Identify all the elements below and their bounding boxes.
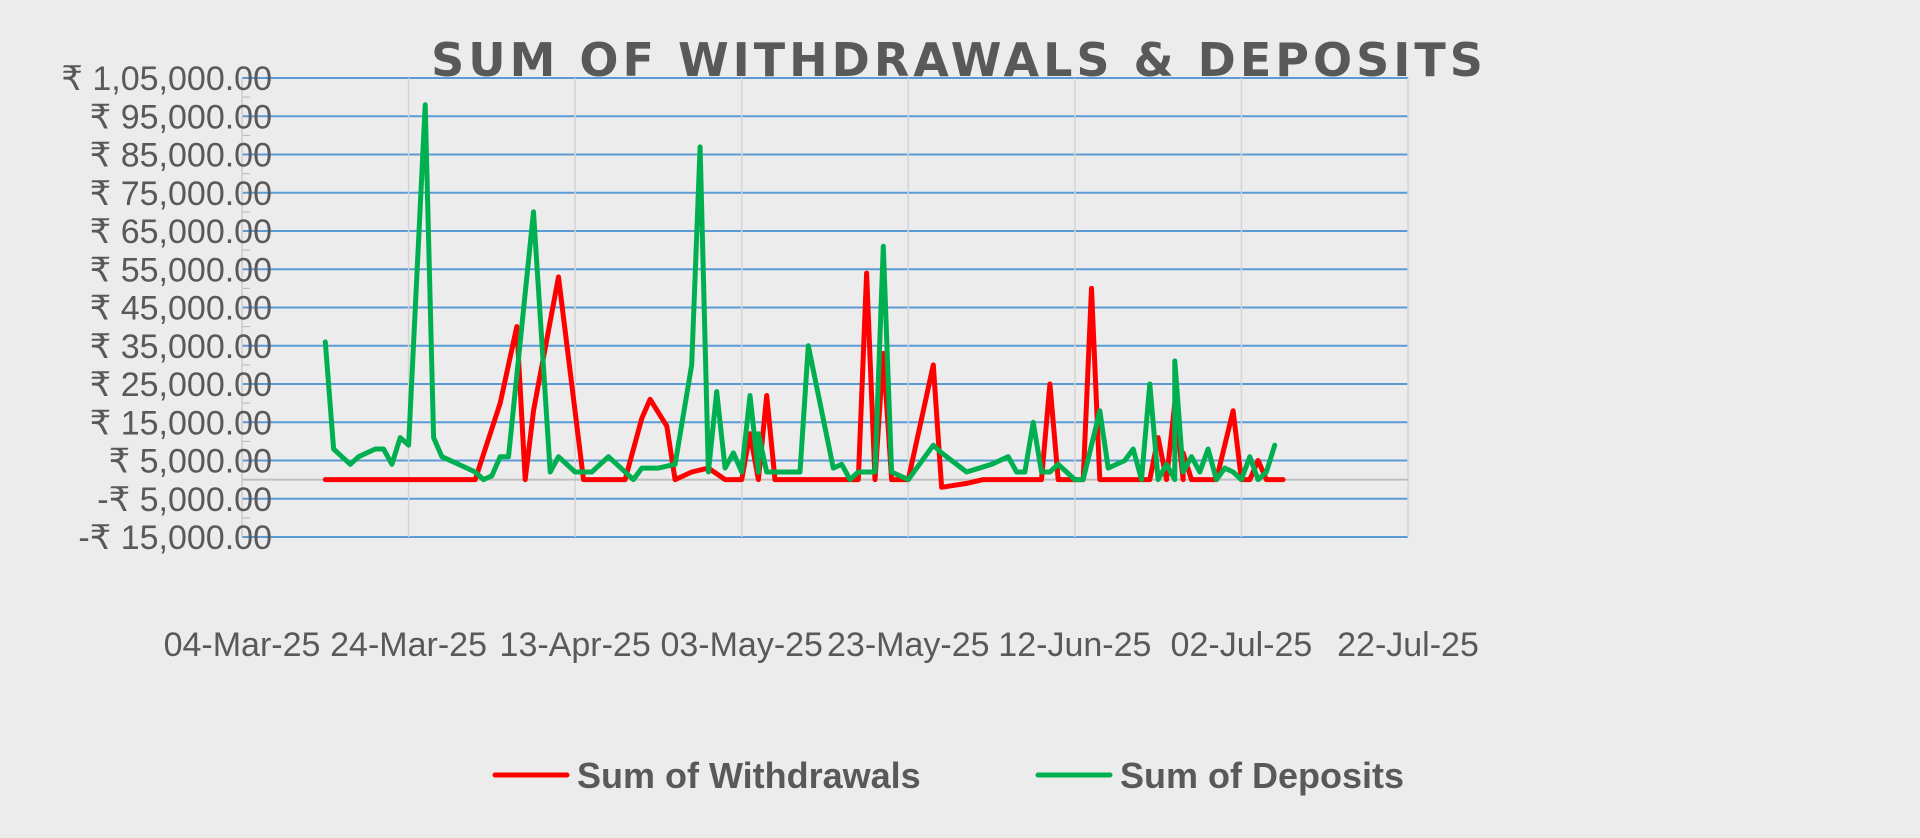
x-axis-tick-labels: 04-Mar-25 24-Mar-25 13-Apr-25 03-May-25 23-M… (164, 626, 1479, 664)
y-tick-label: ₹ 55,000.00 (90, 251, 272, 289)
x-tick-label: 24-Mar-25 (330, 626, 487, 664)
y-tick-label: ₹ 35,000.00 (90, 328, 272, 366)
x-tick-label: 12-Jun-25 (998, 626, 1151, 664)
legend: Sum of Withdrawals Sum of Deposits (492, 755, 1404, 796)
y-tick-label: ₹ 1,05,000.00 (61, 60, 272, 98)
x-tick-label: 04-Mar-25 (164, 626, 321, 664)
y-tick-label: ₹ 65,000.00 (90, 213, 272, 251)
series-lines (322, 102, 1286, 490)
x-tick-label: 22-Jul-25 (1337, 626, 1479, 664)
y-tick-label: ₹ 5,000.00 (109, 443, 272, 481)
x-tick-label: 03-May-25 (660, 626, 823, 664)
horizontal-gridlines (242, 77, 1408, 538)
y-tick-label: -₹ 5,000.00 (97, 481, 272, 519)
y-tick-label: ₹ 85,000.00 (90, 137, 272, 175)
x-tick-label: 13-Apr-25 (500, 626, 651, 664)
y-axis-tick-labels: -₹ 15,000.00-₹ 5,000.00₹ 5,000.00₹ 15,00… (61, 60, 272, 557)
y-tick-label: ₹ 15,000.00 (90, 404, 272, 442)
y-tick-label: ₹ 75,000.00 (90, 175, 272, 213)
series-line-deposits (322, 102, 1278, 483)
legend-withdrawals-label: Sum of Withdrawals (577, 755, 921, 796)
y-tick-label: ₹ 95,000.00 (90, 98, 272, 136)
y-tick-label: -₹ 15,000.00 (78, 519, 272, 557)
legend-deposits-label: Sum of Deposits (1120, 755, 1404, 796)
x-tick-label: 02-Jul-25 (1171, 626, 1313, 664)
x-tick-label: 23-May-25 (827, 626, 990, 664)
y-tick-label: ₹ 25,000.00 (90, 366, 272, 404)
y-tick-label: ₹ 45,000.00 (90, 290, 272, 328)
